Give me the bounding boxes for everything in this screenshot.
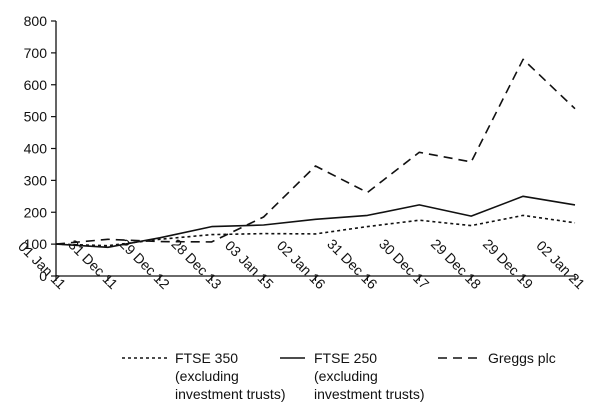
- y-tick-label: 100: [24, 236, 48, 252]
- legend-item-1: FTSE 250 (excluding investment trusts): [280, 350, 424, 402]
- x-tick-label: 30 Dec 17: [376, 236, 433, 293]
- y-tick-label: 500: [24, 109, 48, 125]
- legend-label: (excluding: [175, 368, 239, 384]
- series-line-1: [55, 195, 576, 249]
- legend-label: FTSE 350: [175, 350, 238, 366]
- y-tick-label: 400: [24, 141, 48, 157]
- legend-label: FTSE 250: [314, 350, 377, 366]
- x-tick-label: 29 Dec 18: [428, 236, 485, 293]
- x-tick-label: 02 Jan 16: [274, 237, 329, 292]
- x-tick-label: 02 Jan 21: [533, 237, 588, 292]
- x-tick-label: 03 Jan 15: [222, 237, 277, 292]
- legend-label: investment trusts): [314, 386, 424, 402]
- x-tick-label: 28 Dec 13: [168, 236, 225, 293]
- legend-label: investment trusts): [175, 386, 285, 402]
- y-tick-label: 0: [39, 268, 47, 284]
- axes: [55, 21, 575, 277]
- y-tick-label: 200: [24, 204, 48, 220]
- y-tick-label: 700: [24, 45, 48, 61]
- series-lines: [55, 58, 576, 249]
- legend-label: Greggs plc: [488, 350, 556, 366]
- y-tick-label: 800: [24, 13, 48, 29]
- y-axis-ticks: 0 100 200 300 400 500 600 700 800: [24, 13, 56, 284]
- y-tick-label: 600: [24, 77, 48, 93]
- legend-label: (excluding: [314, 368, 378, 384]
- y-tick-label: 300: [24, 172, 48, 188]
- legend-item-2: Greggs plc: [438, 350, 556, 366]
- x-tick-label: 29 Dec 19: [480, 236, 537, 293]
- x-tick-label: 31 Dec 16: [324, 236, 381, 293]
- legend-item-0: FTSE 350 (excluding investment trusts): [122, 350, 285, 402]
- series-line-2: [55, 58, 576, 245]
